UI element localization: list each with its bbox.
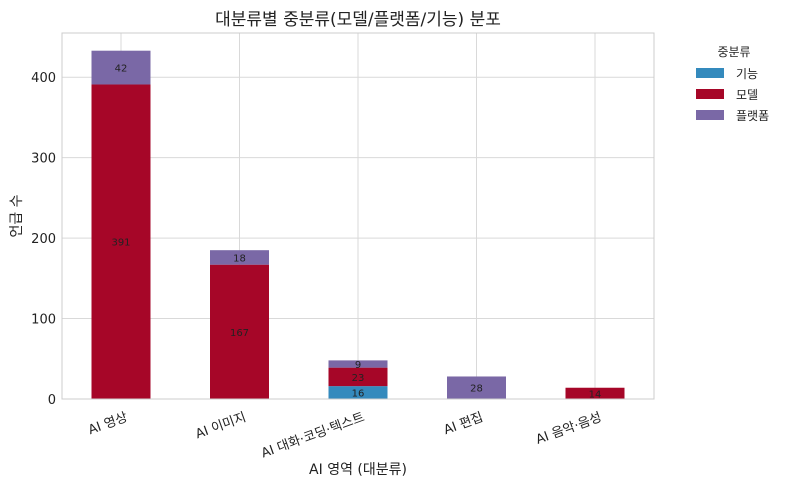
x-tick-label: AI 이미지 xyxy=(194,410,249,442)
y-tick-labels: 0 100 200 300 400 xyxy=(31,71,56,408)
legend-entry-label: 플랫폼 xyxy=(736,109,769,123)
x-tick-label: AI 대화·코딩·텍스트 xyxy=(259,410,366,461)
data-label: 14 xyxy=(589,389,602,400)
chart-title: 대분류별 중분류(모델/플랫폼/기능) 분포 xyxy=(215,10,501,30)
x-tick-label: AI 편집 xyxy=(442,410,485,438)
data-label: 23 xyxy=(352,373,365,384)
legend-swatch xyxy=(696,89,724,99)
bar-segment xyxy=(91,50,151,85)
bar-segment xyxy=(565,387,625,399)
legend-entry-label: 기능 xyxy=(736,67,758,81)
x-axis-label: AI 영역 (대분류) xyxy=(309,462,407,478)
x-tick-labels: AI 영상 AI 이미지 AI 대화·코딩·텍스트 AI 편집 AI 음악·음성 xyxy=(86,410,603,461)
bar-segment xyxy=(328,386,388,399)
legend-swatch xyxy=(696,68,724,78)
data-label: 9 xyxy=(355,360,361,371)
y-tick-label: 100 xyxy=(31,313,56,328)
y-axis-label: 언급 수 xyxy=(9,194,25,237)
data-label: 42 xyxy=(115,64,128,75)
y-tick-label: 300 xyxy=(31,152,56,167)
y-tick-label: 200 xyxy=(31,232,56,247)
bar-segment xyxy=(210,250,269,265)
y-tick-label: 0 xyxy=(48,393,56,408)
plot-area-frame xyxy=(61,32,655,400)
bar-segment xyxy=(328,360,388,368)
grid-lines xyxy=(62,33,654,400)
y-tick-label: 400 xyxy=(31,71,56,86)
bar-segment xyxy=(210,264,269,399)
data-label: 167 xyxy=(230,328,249,339)
bar-segment xyxy=(328,367,388,387)
bars xyxy=(91,50,625,399)
legend-entry-label: 모델 xyxy=(736,88,758,102)
legend-swatch xyxy=(696,110,724,120)
data-label: 16 xyxy=(352,389,365,400)
x-tick-label: AI 영상 xyxy=(86,410,129,438)
bar-segment xyxy=(447,376,506,399)
data-labels: 391 42 167 18 16 23 9 28 14 xyxy=(111,64,601,401)
legend-title: 중분류 xyxy=(717,45,750,59)
data-label: 18 xyxy=(233,253,246,264)
data-label: 391 xyxy=(111,238,130,249)
data-label: 28 xyxy=(470,384,483,395)
bar-segment xyxy=(91,84,151,399)
x-tick-label: AI 음악·음성 xyxy=(534,410,604,448)
